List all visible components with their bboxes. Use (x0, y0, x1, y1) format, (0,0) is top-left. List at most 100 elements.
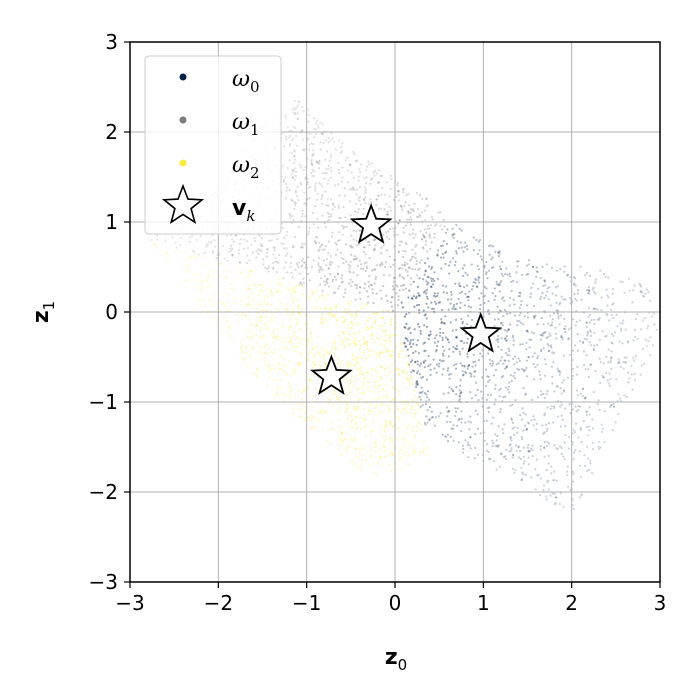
scatter-point (311, 291, 314, 294)
scatter-point (608, 319, 611, 322)
scatter-point (308, 378, 311, 381)
scatter-point (479, 238, 482, 242)
scatter-point (516, 265, 519, 268)
scatter-point (275, 291, 278, 294)
scatter-point (588, 425, 591, 428)
scatter-point (358, 466, 361, 469)
scatter-point (188, 271, 191, 274)
scatter-point (441, 345, 444, 348)
scatter-point (286, 271, 289, 274)
scatter-point (363, 342, 366, 346)
scatter-point (226, 302, 229, 305)
scatter-point (513, 426, 516, 429)
scatter-point (460, 246, 463, 249)
scatter-point (404, 201, 407, 204)
scatter-point (336, 272, 340, 275)
scatter-point (419, 450, 422, 453)
scatter-point (585, 354, 588, 357)
scatter-point (537, 287, 540, 290)
scatter-point (379, 364, 382, 367)
scatter-point (327, 252, 330, 255)
scatter-point (273, 364, 276, 367)
scatter-point (377, 194, 380, 197)
scatter-point (442, 240, 445, 243)
scatter-point (387, 349, 390, 352)
scatter-point (327, 215, 330, 219)
scatter-point (589, 363, 593, 366)
scatter-point (371, 292, 374, 295)
scatter-point (619, 322, 622, 325)
scatter-point (401, 284, 404, 287)
scatter-point (449, 435, 452, 438)
scatter-point (247, 328, 250, 331)
scatter-point (275, 391, 278, 394)
legend-label-omega0: ω0 (232, 67, 260, 96)
scatter-point (581, 341, 585, 344)
scatter-point (382, 388, 385, 391)
scatter-point (456, 424, 459, 427)
scatter-point (355, 257, 358, 260)
scatter-point (338, 443, 342, 446)
scatter-point (366, 413, 370, 416)
scatter-point (563, 270, 566, 273)
scatter-point (352, 176, 355, 179)
scatter-point (348, 244, 351, 247)
scatter-point (301, 209, 304, 212)
scatter-point (184, 280, 187, 283)
scatter-point (554, 496, 557, 499)
scatter-point (446, 440, 450, 443)
scatter-point (359, 195, 362, 198)
scatter-point (500, 376, 503, 379)
scatter-point (201, 299, 205, 302)
scatter-point (499, 281, 502, 284)
scatter-point (512, 343, 515, 346)
scatter-point (318, 265, 321, 268)
scatter-point (252, 322, 255, 325)
scatter-point (355, 466, 358, 469)
scatter-point (518, 291, 521, 294)
scatter-point (498, 389, 501, 392)
scatter-point (408, 289, 411, 292)
scatter-point (325, 363, 328, 367)
scatter-point (551, 375, 554, 378)
scatter-point (412, 443, 415, 446)
scatter-point (411, 209, 414, 212)
scatter-point (546, 406, 549, 409)
scatter-point (398, 244, 401, 247)
scatter-point (351, 463, 354, 466)
scatter-point (345, 410, 348, 413)
scatter-point (318, 248, 321, 251)
scatter-point (478, 308, 482, 311)
scatter-point (351, 246, 354, 249)
scatter-point (455, 336, 458, 339)
scatter-point (202, 280, 205, 283)
scatter-point (414, 361, 417, 364)
scatter-point (298, 284, 301, 287)
scatter-point (610, 341, 613, 344)
scatter-point (324, 284, 327, 287)
scatter-point (474, 277, 477, 280)
scatter-point (340, 425, 343, 428)
scatter-point (384, 394, 387, 398)
scatter-point (574, 405, 577, 408)
scatter-point (343, 291, 347, 294)
scatter-point (564, 407, 567, 410)
scatter-point (418, 213, 421, 216)
scatter-point (574, 324, 577, 327)
scatter-point (397, 193, 400, 196)
scatter-point (556, 479, 559, 483)
scatter-point (235, 277, 238, 280)
scatter-point (489, 458, 492, 461)
scatter-point (652, 312, 656, 315)
scatter-point (402, 256, 405, 259)
scatter-point (371, 430, 374, 433)
scatter-point (581, 388, 585, 391)
scatter-point (420, 429, 423, 432)
scatter-point (504, 455, 507, 458)
scatter-point (441, 352, 444, 355)
scatter-point (415, 243, 418, 246)
scatter-point (521, 343, 524, 346)
scatter-point (274, 257, 277, 260)
scatter-point (288, 328, 291, 331)
scatter-point (361, 445, 364, 448)
